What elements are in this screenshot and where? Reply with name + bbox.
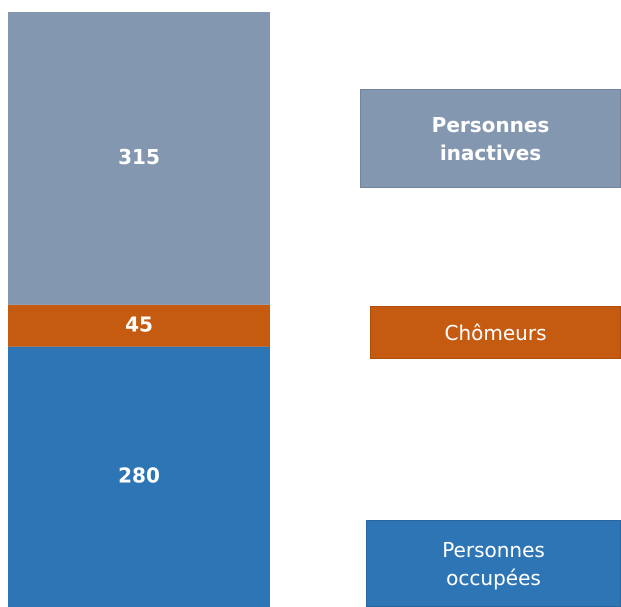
bar-segment [8,12,270,305]
legend-entry: Chômeurs [370,306,621,359]
data-label: 315 [118,145,160,169]
bar-segment [8,304,270,347]
bar-segment [8,346,270,607]
legend-entry: Personnes occupées [366,520,621,607]
legend-entry: Personnes inactives [360,89,621,188]
data-label: 45 [125,312,153,336]
data-label: 280 [118,463,160,487]
